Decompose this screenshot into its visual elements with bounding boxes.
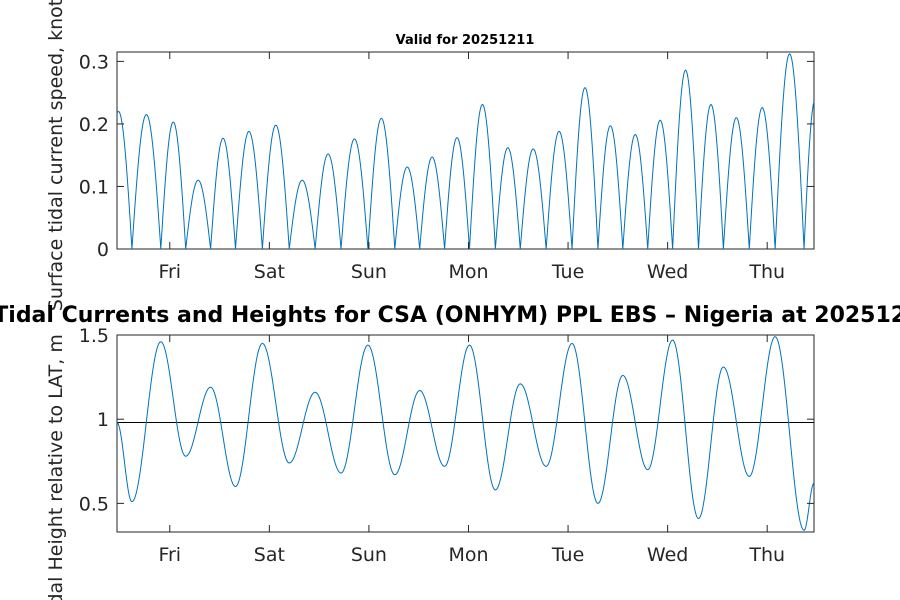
current-speed-x-tick-label: Wed	[647, 261, 688, 283]
tidal-height-y-tick-label: 1	[97, 409, 109, 431]
tidal-height-series-line	[116, 336, 815, 531]
tidal-height-x-tick-label: Tue	[551, 544, 584, 566]
current-speed-x-tick-label: Thu	[748, 261, 785, 283]
tidal-height-x-tick-label: Sun	[351, 544, 387, 566]
tidal-height-y-tick-label: 0.5	[79, 493, 109, 515]
current-speed-subtitle: Valid for 20251211	[396, 33, 535, 48]
current-speed-y-tick-label: 0.1	[79, 176, 109, 198]
tidal-height-plot-area	[116, 334, 815, 533]
tidal-height-y-axis-label: Tidal Height relative to LAT, m	[45, 334, 67, 600]
current-speed-y-tick-label: 0.3	[79, 51, 109, 73]
current-speed-y-tick-label: 0.2	[79, 114, 109, 136]
tidal-height-x-tick-label: Sat	[254, 544, 285, 566]
tidal-height-x-tick-label: Thu	[748, 544, 785, 566]
tidal-height-y-tick-label: 1.5	[79, 325, 109, 347]
main-figure-title: Tidal Currents and Heights for CSA (ONHY…	[0, 303, 900, 328]
current-speed-plot-area	[116, 51, 815, 250]
current-speed-x-tick-label: Mon	[448, 261, 488, 283]
current-speed-x-tick-label: Tue	[551, 261, 584, 283]
current-speed-x-tick-label: Fri	[158, 261, 181, 283]
current-speed-axes: 0 0.1 0.2 0.3 Fri Sat Sun Mon Tue Wed Thu Valid fo…	[45, 0, 815, 311]
current-speed-y-axis-label: Surface tidal current speed, knots	[45, 0, 67, 311]
current-speed-series-line	[116, 53, 815, 250]
tidal-height-axes: 0.5 1 1.5 Fri Sat Sun Mon Tue Wed Thu Tidal Heigh…	[45, 325, 815, 600]
current-speed-x-tick-label: Sun	[351, 261, 387, 283]
tidal-height-x-tick-label: Fri	[158, 544, 181, 566]
tidal-height-x-tick-label: Wed	[647, 544, 688, 566]
tidal-height-x-tick-label: Mon	[448, 544, 488, 566]
current-speed-y-tick-label: 0	[97, 239, 109, 261]
current-speed-x-tick-label: Sat	[254, 261, 285, 283]
